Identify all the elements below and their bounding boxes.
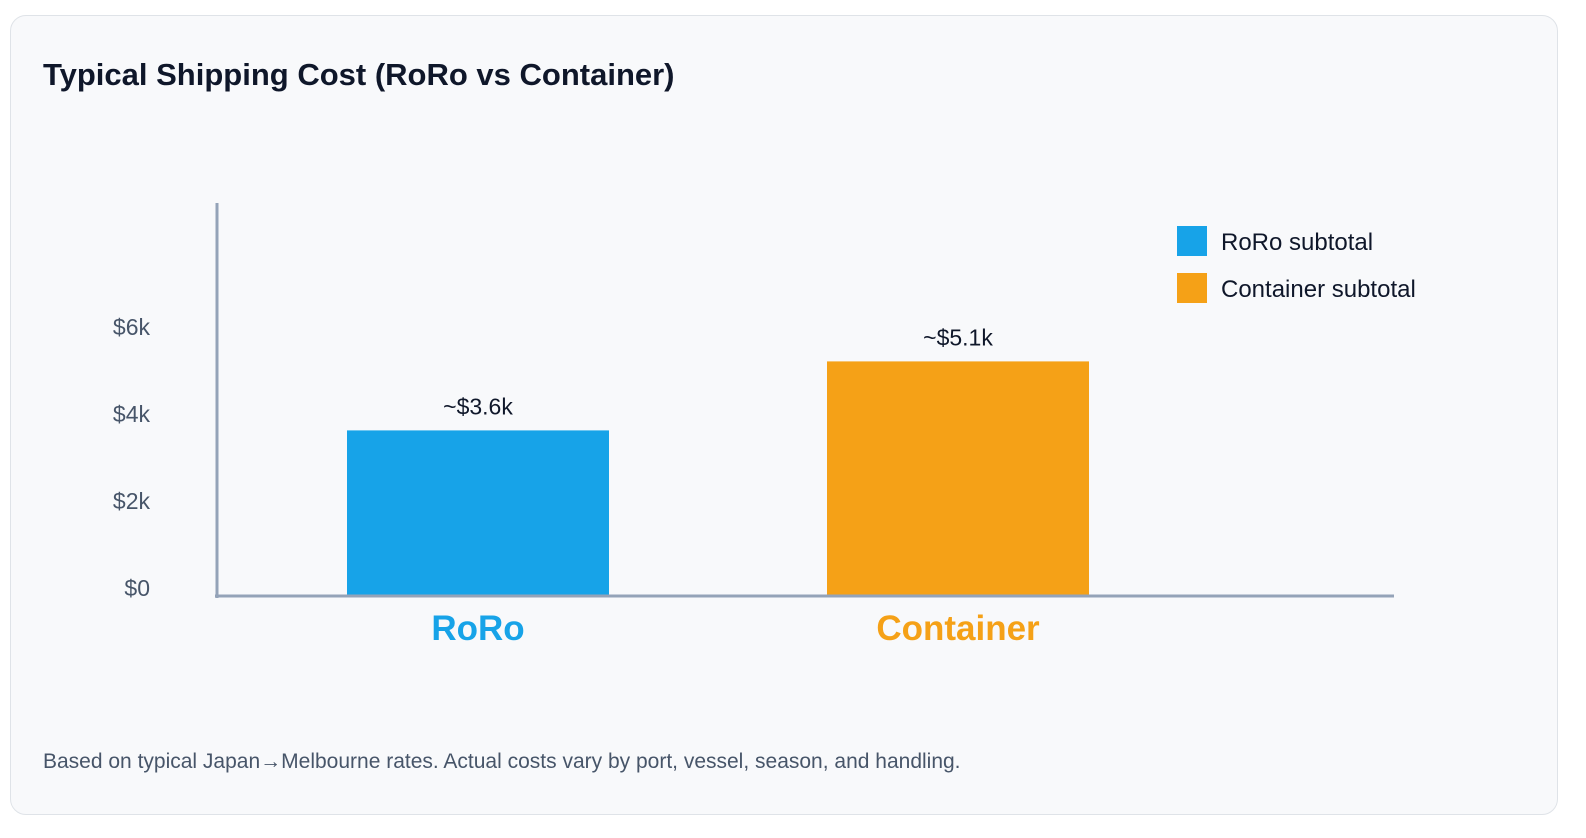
x-category-label: RoRo — [431, 609, 524, 648]
y-tick-label: $0 — [124, 575, 150, 601]
bar-container — [827, 361, 1089, 596]
y-tick-label: $2k — [113, 488, 151, 514]
y-tick-label: $4k — [113, 401, 151, 427]
data-label: ~$3.6k — [443, 393, 513, 419]
legend-label: Container subtotal — [1221, 276, 1416, 303]
legend-label: RoRo subtotal — [1221, 229, 1373, 256]
x-category-label: Container — [876, 609, 1040, 648]
footnote: Based on typical Japan→Melbourne rates. … — [43, 750, 961, 773]
legend-swatch — [1177, 273, 1207, 303]
bar-roro — [347, 430, 609, 596]
legend-swatch — [1177, 226, 1207, 256]
chart-title: Typical Shipping Cost (RoRo vs Container… — [43, 57, 675, 92]
chart-card — [10, 15, 1558, 815]
y-tick-label: $6k — [113, 314, 151, 340]
data-label: ~$5.1k — [923, 324, 993, 350]
